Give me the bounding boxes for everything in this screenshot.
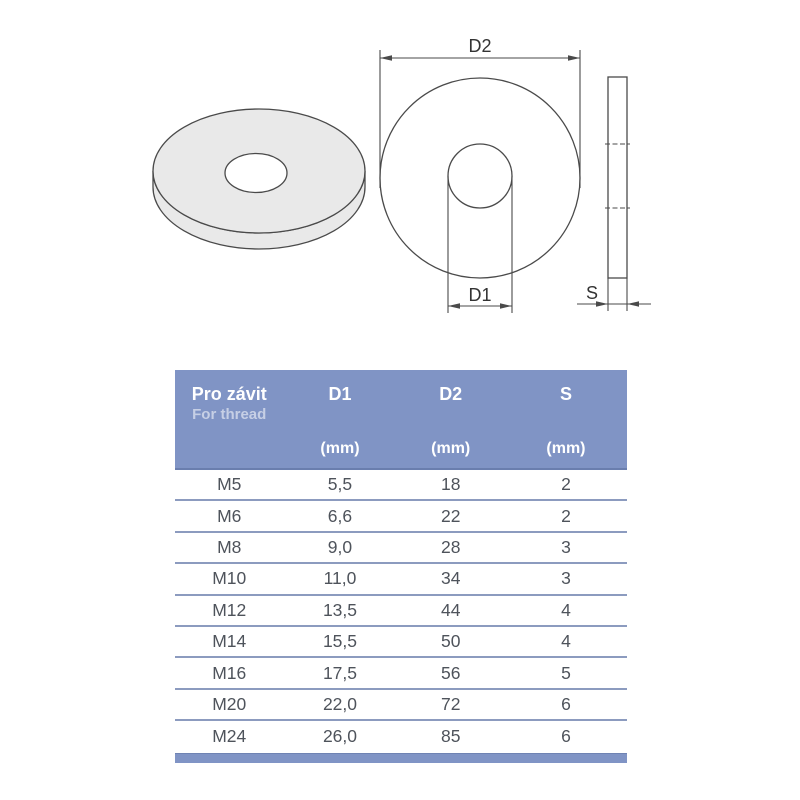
- side-profile-rect: [607, 76, 628, 279]
- thread-header-label-en: For thread: [192, 406, 267, 423]
- washer-technical-drawing: D2 D1 S: [152, 36, 651, 313]
- table-row: M16 17,5 56 5: [175, 658, 627, 690]
- cell-s: 4: [561, 599, 571, 620]
- table-row: M12 13,5 44 4: [175, 596, 627, 627]
- cell-d1: 9,0: [327, 536, 353, 557]
- cell-s: 5: [561, 662, 571, 683]
- column-header-d1: D1 (mm): [283, 370, 396, 468]
- cell-thread: M10: [212, 568, 247, 589]
- d2-header-unit: (mm): [431, 440, 471, 457]
- column-header-d2: D2 (mm): [396, 370, 504, 468]
- s-arrow-right: [627, 301, 639, 307]
- cell-d1: 15,5: [322, 631, 357, 652]
- cell-s: 4: [561, 631, 571, 652]
- d2-arrow-left: [380, 55, 392, 61]
- cell-d2: 28: [440, 536, 461, 557]
- cell-thread: M24: [212, 726, 247, 747]
- d1-arrow-left: [448, 303, 460, 309]
- table-row: M24 26,0 85 6: [175, 721, 627, 752]
- cell-d2: 50: [440, 631, 461, 652]
- d1-dimension: [447, 176, 513, 313]
- s-header-unit: (mm): [546, 440, 586, 457]
- cell-d1: 13,5: [322, 599, 357, 620]
- cell-thread: M5: [217, 474, 242, 495]
- cell-d1: 17,5: [322, 662, 357, 683]
- d2-header-label: D2: [439, 384, 463, 404]
- thread-header-label-cs: Pro závit: [191, 384, 267, 404]
- cell-d2: 44: [440, 599, 461, 620]
- washer-front-view: D2 D1: [379, 36, 581, 313]
- s-arrow-left: [596, 301, 608, 307]
- table-row: M14 15,5 50 4: [175, 627, 627, 659]
- d1-arrow-right: [500, 303, 512, 309]
- cell-d2: 85: [440, 726, 461, 747]
- cell-thread: M12: [212, 599, 247, 620]
- table-body: M5 5,5 18 2 M6 6,6 22 2 M8 9,0 28 3 M10 …: [175, 470, 627, 753]
- table-row: M5 5,5 18 2: [175, 470, 627, 502]
- cell-d1: 6,6: [327, 505, 353, 526]
- table-row: M6 6,6 22 2: [175, 501, 627, 533]
- washer-side-view: S: [577, 76, 651, 311]
- table-row: M20 22,0 72 6: [175, 690, 627, 722]
- cell-thread: M14: [212, 631, 247, 652]
- cell-s: 6: [561, 693, 571, 714]
- column-header-thread: Pro závit For thread: [175, 370, 283, 468]
- s-header-label: S: [559, 384, 572, 404]
- table-header: Pro závit For thread D1 (mm) D2 (mm) S (…: [175, 370, 627, 470]
- cell-d1: 22,0: [322, 693, 357, 714]
- cell-d2: 56: [440, 662, 461, 683]
- d1-header-unit: (mm): [320, 440, 360, 457]
- cell-thread: M20: [212, 693, 247, 714]
- cell-d1: 5,5: [327, 474, 353, 495]
- cell-d2: 18: [440, 474, 461, 495]
- spec-table: Pro závit For thread D1 (mm) D2 (mm) S (…: [175, 370, 627, 763]
- cell-d2: 72: [440, 693, 461, 714]
- cell-s: 2: [561, 505, 571, 526]
- cell-s: 2: [561, 474, 571, 495]
- cell-thread: M16: [212, 662, 247, 683]
- d2-dimension: [379, 50, 581, 188]
- cell-d2: 22: [440, 505, 461, 526]
- d1-label: D1: [468, 285, 491, 305]
- cell-thread: M6: [217, 505, 242, 526]
- cell-d1: 11,0: [323, 568, 357, 589]
- washer-3d-hole: [224, 152, 288, 194]
- front-inner-circle: [447, 143, 513, 209]
- cell-s: 3: [561, 568, 571, 589]
- d2-label: D2: [468, 36, 491, 56]
- washer-3d-view: [152, 108, 366, 250]
- cell-d1: 26,0: [322, 726, 357, 747]
- column-header-s: S (mm): [505, 370, 627, 468]
- table-row: M10 11,0 34 3: [175, 564, 627, 596]
- cell-thread: M8: [217, 536, 242, 557]
- cell-d2: 34: [440, 568, 461, 589]
- cell-s: 6: [561, 726, 571, 747]
- table-footer-bar: [175, 752, 627, 763]
- table-row: M8 9,0 28 3: [175, 533, 627, 565]
- d2-arrow-right: [568, 55, 580, 61]
- s-dimension: [577, 278, 651, 311]
- d1-header-label: D1: [328, 384, 352, 404]
- cell-s: 3: [561, 536, 571, 557]
- s-label: S: [586, 283, 598, 303]
